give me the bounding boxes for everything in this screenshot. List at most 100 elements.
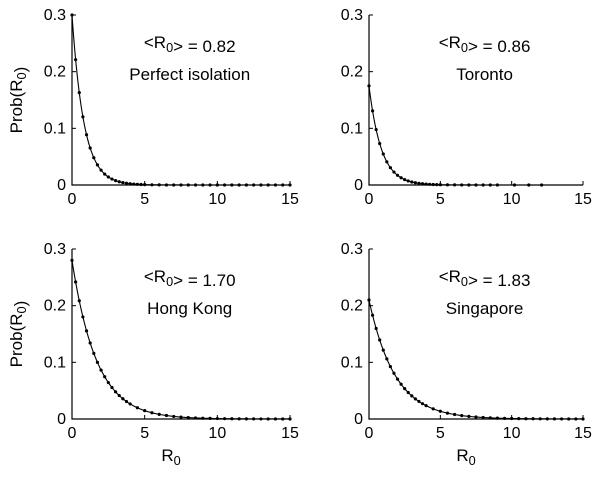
data-point [481, 415, 485, 420]
data-point [273, 417, 278, 421]
data-point [374, 326, 378, 331]
data-point [157, 183, 161, 187]
data-point [281, 417, 285, 421]
data-point [431, 182, 435, 187]
data-point [193, 416, 198, 420]
data-point [150, 411, 154, 415]
data-point [150, 183, 154, 187]
data-point [574, 417, 578, 421]
y-tick-label: 0.2 [341, 64, 363, 81]
data-point [445, 183, 450, 187]
mean-label: <R0> = 0.82 [144, 33, 236, 56]
data-point [106, 380, 110, 385]
data-point [135, 182, 139, 186]
data-point [413, 181, 417, 185]
data-point [121, 181, 125, 185]
y-axis-label: Prob(R0) [7, 67, 30, 134]
mean-label: <R0> = 0.86 [439, 33, 531, 56]
y-tick-label: 0.2 [341, 298, 363, 315]
location-label: Perfect isolation [129, 65, 250, 84]
data-point [424, 404, 428, 408]
y-tick-label: 0.3 [44, 7, 66, 24]
data-point [110, 177, 114, 181]
x-tick-label: 10 [208, 425, 226, 442]
data-point [259, 183, 263, 187]
data-point [244, 183, 248, 187]
data-point [88, 146, 92, 150]
data-point [481, 183, 485, 187]
data-point [84, 329, 89, 333]
y-tick-label: 0.3 [44, 241, 66, 258]
data-point [410, 180, 414, 184]
data-point [237, 417, 241, 421]
data-point [367, 84, 371, 88]
x-tick-label: 15 [281, 191, 299, 208]
data-point [502, 416, 507, 420]
data-point [388, 364, 392, 369]
data-point [460, 183, 464, 187]
data-point [252, 417, 256, 421]
data-point [431, 407, 435, 411]
data-point [103, 375, 107, 379]
data-point [110, 385, 114, 390]
y-tick-label: 0 [57, 177, 66, 194]
data-point [410, 394, 414, 398]
x-tick-label: 10 [208, 191, 226, 208]
data-point [385, 357, 389, 361]
data-point [467, 183, 471, 187]
data-point [524, 417, 528, 421]
data-point [474, 415, 478, 419]
y-tick-label: 0 [354, 177, 363, 194]
data-point [453, 183, 457, 187]
data-point [121, 397, 125, 401]
data-point [84, 133, 89, 137]
data-point [135, 406, 139, 410]
data-point [510, 416, 514, 421]
data-point [453, 412, 457, 417]
data-point [172, 414, 176, 419]
data-point [512, 183, 517, 187]
data-point [540, 183, 544, 187]
x-tick-label: 5 [140, 191, 149, 208]
x-tick-label: 10 [503, 191, 521, 208]
y-axis-label: Prob(R0) [7, 301, 30, 368]
data-point [252, 183, 256, 187]
data-point [488, 416, 492, 420]
data-point [259, 417, 263, 421]
data-point [172, 183, 176, 187]
data-point [395, 173, 400, 177]
y-tick-label: 0.2 [44, 298, 66, 315]
data-point [186, 183, 190, 187]
data-point [495, 183, 499, 187]
data-point [70, 13, 74, 17]
data-point [392, 371, 396, 375]
data-point [374, 127, 378, 132]
data-point [244, 417, 248, 421]
y-tick-label: 0.1 [44, 354, 66, 371]
data-point [266, 183, 270, 187]
data-point [99, 168, 103, 172]
data-point [223, 417, 227, 421]
data-point [132, 182, 136, 186]
data-point [281, 183, 285, 187]
data-point [403, 177, 407, 182]
data-point [460, 413, 464, 418]
location-label: Toronto [456, 65, 513, 84]
data-point [403, 387, 407, 391]
data-point [193, 183, 198, 187]
data-point [417, 181, 421, 185]
data-point [124, 181, 129, 185]
y-tick-label: 0 [57, 411, 66, 428]
data-point [77, 91, 81, 95]
y-tick-label: 0.3 [341, 241, 363, 258]
panel-1: 0 5 10 15 0 0.1 0.2 0.3 <R0> = 0.82 Perfect isola… [7, 7, 299, 208]
data-point [143, 409, 147, 413]
data-point [81, 115, 85, 119]
data-point [114, 390, 118, 394]
y-tick-label: 0 [354, 411, 363, 428]
data-point [288, 417, 292, 421]
data-point [388, 166, 392, 170]
data-point [581, 417, 585, 421]
data-point [370, 109, 375, 113]
